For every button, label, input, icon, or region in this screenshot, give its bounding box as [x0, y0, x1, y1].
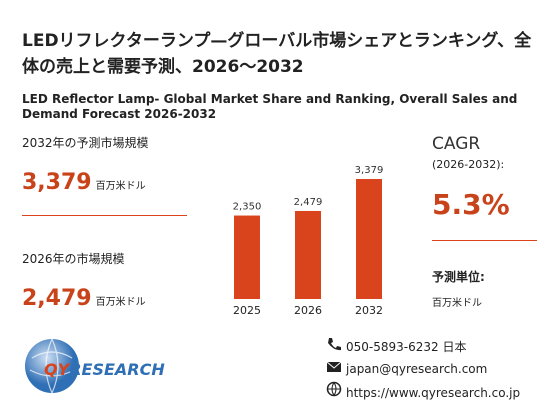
logo-globe — [25, 338, 79, 394]
email: japan@qyresearch.com — [346, 362, 488, 376]
forecast-unit: 百万米ドル — [95, 181, 146, 192]
value-label: 3,379 — [355, 165, 384, 176]
current-unit: 百万米ドル — [95, 297, 146, 308]
value-label: 2,350 — [233, 202, 262, 213]
x-tick-label: 2026 — [294, 304, 322, 317]
bar — [234, 215, 260, 299]
logo-text: QYRESEARCH — [44, 360, 165, 379]
unit-label: 予測単位: — [432, 270, 485, 284]
bar — [356, 179, 382, 299]
cagr-value: 5.3% — [432, 188, 510, 221]
forecast-label: 2032年の予測市場規模 — [22, 136, 149, 150]
current-value: 2,479 — [22, 286, 92, 311]
unit-value: 百万米ドル — [432, 298, 482, 309]
title: LEDリフレクターランプ—グローバル市場シェアとランキング、全体の売上と需要予測… — [22, 31, 532, 77]
x-tick-label: 2032 — [355, 304, 383, 317]
value-label: 2,479 — [294, 197, 323, 208]
divider — [22, 215, 187, 216]
x-tick-label: 2025 — [233, 304, 261, 317]
bar-chart: 2,350 2025 2,479 2026 3,379 2032 — [233, 165, 384, 317]
logo-part: QY — [44, 360, 70, 379]
divider — [432, 240, 537, 241]
website: https://www.qyresearch.co.jp — [346, 386, 521, 400]
logo-part: RESEARCH — [69, 360, 165, 379]
current-label: 2026年の市場規模 — [22, 252, 125, 266]
cagr-label: CAGR — [432, 134, 481, 154]
contact-icons — [326, 338, 342, 397]
forecast-value: 3,379 — [22, 170, 92, 195]
bar — [295, 210, 321, 299]
subtitle: LED Reflector Lamp- Global Market Share … — [22, 92, 518, 121]
phone: 050-5893-6232 日本 — [346, 340, 467, 354]
cagr-period: (2026-2032): — [432, 158, 505, 171]
